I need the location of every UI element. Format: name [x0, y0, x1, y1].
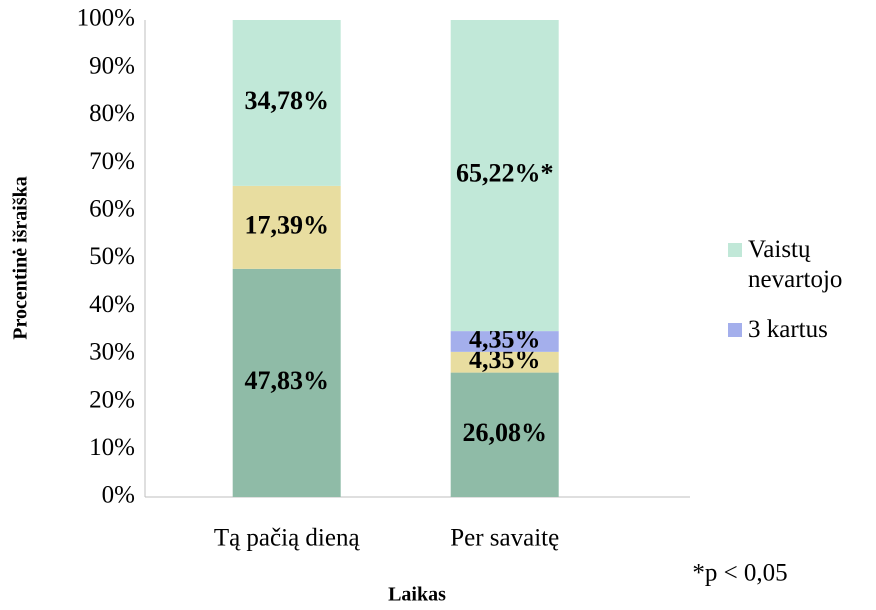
bar-segment: [450, 372, 559, 497]
y-tick-label: 50%: [89, 243, 135, 270]
x-tick-label: Tą pačią dieną: [214, 525, 361, 552]
legend-item: Vaistų nevartojo: [728, 235, 876, 295]
y-tick-label: 100%: [77, 5, 135, 32]
data-label: 65,22%*: [456, 159, 554, 188]
y-tick-label: 90%: [89, 52, 135, 79]
annotation: *p < 0,05: [692, 560, 787, 587]
y-tick-label: 80%: [89, 100, 135, 127]
x-axis-label: Laikas: [388, 584, 446, 606]
data-label: 26,08%: [462, 418, 547, 447]
y-tick-label: 20%: [89, 386, 135, 413]
legend-swatch: [728, 243, 742, 257]
data-label: 47,83%: [244, 366, 329, 395]
y-tick-label: 0%: [102, 482, 135, 509]
bar-segment: [450, 20, 559, 332]
y-tick-label: 30%: [89, 339, 135, 366]
y-tick-label: 40%: [89, 291, 135, 318]
data-label: 34,78%: [244, 86, 329, 115]
bar-segment: [232, 20, 341, 186]
bar-segment: [450, 351, 559, 373]
y-tick-label: 10%: [89, 434, 135, 461]
y-axis-label: Procentinė išraiška: [10, 176, 32, 340]
data-label: 17,39%: [244, 210, 329, 239]
y-tick-label: 70%: [89, 148, 135, 175]
bar-segment: [232, 268, 341, 497]
bar-segment: [232, 185, 341, 269]
legend-label: 3 kartus: [748, 316, 828, 343]
legend-label: Vaistų nevartojo: [748, 236, 843, 293]
x-tick-label: Per savaitę: [450, 525, 559, 552]
y-tick-label: 60%: [89, 196, 135, 223]
legend-item: 3 kartus: [728, 315, 876, 345]
legend-swatch: [728, 323, 742, 337]
bar-segment: [450, 331, 559, 352]
